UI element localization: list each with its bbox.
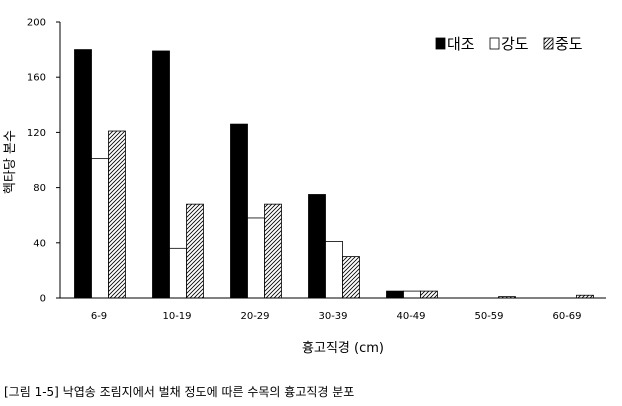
x-tick-label: 10-19 bbox=[162, 311, 191, 322]
bar-3-6-9 bbox=[108, 130, 126, 299]
x-tick-label: 6-9 bbox=[91, 311, 107, 322]
legend-swatch-3 bbox=[543, 37, 554, 50]
x-tick-label: 40-49 bbox=[396, 311, 425, 322]
legend: 대조 강도 중도 bbox=[435, 35, 583, 53]
bar-1-6-9 bbox=[74, 49, 92, 299]
y-tick-label: 160 bbox=[27, 73, 46, 84]
bar-3-40-49 bbox=[420, 290, 438, 299]
x-tick-label: 20-29 bbox=[240, 311, 269, 322]
legend-swatch-1 bbox=[435, 37, 446, 50]
y-axis-title: 헥타당 본수 bbox=[3, 130, 18, 194]
y-tick-label: 40 bbox=[33, 238, 46, 249]
bar-1-20-29 bbox=[230, 123, 248, 299]
legend-label-3: 중도 bbox=[555, 35, 583, 53]
bar-3-30-39 bbox=[342, 256, 360, 299]
bar-2-10-19 bbox=[169, 247, 187, 299]
y-tick-label: 0 bbox=[40, 294, 46, 305]
figure-caption: [그림 1-5] 낙엽송 조림지에서 벌채 정도에 따른 수목의 흉고직경 분포 bbox=[4, 385, 355, 399]
legend-swatch-2 bbox=[489, 37, 500, 50]
y-tick-label: 200 bbox=[27, 18, 46, 29]
x-axis-tick-labels: 6-9 10-19 20-29 30-39 40-49 50-59 60-69 bbox=[91, 311, 582, 322]
bar-2-20-29 bbox=[247, 217, 265, 299]
x-axis-title: 흉고직경 (cm) bbox=[302, 341, 384, 356]
bar-chart: 0 40 80 120 160 200 6-9 10-19 20-29 30-39 40-49 50… bbox=[3, 18, 606, 356]
bar-2-40-49 bbox=[403, 290, 421, 299]
legend-label-1: 대조 bbox=[447, 35, 475, 53]
bar-1-10-19 bbox=[152, 50, 170, 299]
x-tick-label: 30-39 bbox=[318, 311, 347, 322]
y-axis-ticks: 0 40 80 120 160 200 bbox=[27, 18, 60, 305]
bar-3-20-29 bbox=[264, 203, 282, 299]
y-tick-label: 120 bbox=[27, 128, 46, 139]
bars bbox=[74, 49, 594, 299]
bar-1-40-49 bbox=[386, 290, 404, 299]
x-tick-label: 60-69 bbox=[552, 311, 581, 322]
x-tick-label: 50-59 bbox=[474, 311, 503, 322]
y-tick-label: 80 bbox=[33, 183, 46, 194]
bar-3-10-19 bbox=[186, 203, 204, 299]
bar-2-6-9 bbox=[91, 158, 109, 299]
legend-label-2: 강도 bbox=[501, 35, 529, 53]
bar-1-30-39 bbox=[308, 194, 326, 299]
bar-2-30-39 bbox=[325, 241, 343, 299]
